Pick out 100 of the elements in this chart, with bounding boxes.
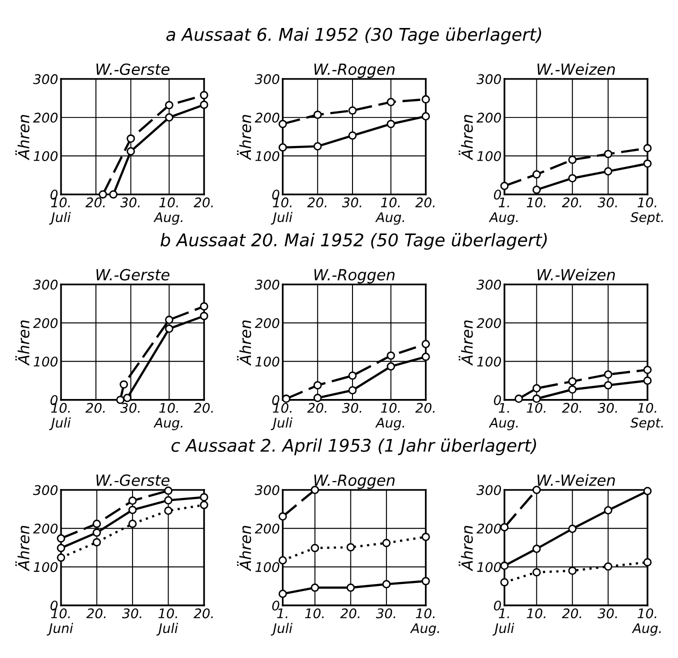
point (604, 370, 612, 379)
y-axis-title: Ähren (15, 114, 30, 160)
x-tick-label: 20. (85, 197, 105, 208)
point (200, 500, 208, 510)
point (386, 362, 396, 371)
x-tick-label: 20. (562, 197, 582, 208)
point (532, 384, 541, 393)
x-tick-label: 20. (340, 608, 360, 618)
text: a Aussaat 6. Mai 1952 (30 Tage überlagert) (166, 28, 542, 44)
text: b Aussaat 20. Mai 1952 (50 Tage überlagert) (160, 233, 547, 250)
point (164, 496, 172, 504)
point (604, 562, 612, 571)
point (56, 544, 66, 552)
x-tick-label: 20. (194, 402, 213, 413)
point (165, 100, 174, 110)
y-tick-label: 100 (255, 562, 280, 572)
y-tick-label: 100 (34, 356, 58, 367)
point (200, 312, 208, 320)
x-tick-label: 30. (342, 197, 362, 208)
x-tick-label: 20. (415, 197, 435, 208)
point (568, 524, 577, 533)
x-tick-label: 10. Aug. (410, 608, 439, 636)
point (643, 558, 652, 566)
x-tick-label: 20. (194, 197, 213, 208)
x-tick-label: 10. Juni (46, 608, 74, 636)
y-tick-label: 300 (33, 280, 58, 290)
point (532, 486, 541, 494)
x-tick-label: 10. Aug. (375, 197, 404, 225)
y-tick-label: 300 (33, 485, 58, 496)
x-tick-label: 30. (376, 608, 396, 618)
x-tick-label: 20. (307, 197, 326, 208)
y-tick-label: 200 (254, 112, 280, 123)
point (643, 159, 652, 168)
point (604, 506, 612, 514)
point (310, 583, 320, 592)
point (532, 170, 541, 179)
chart-title: W.-Gerste (96, 268, 170, 280)
point (92, 520, 101, 528)
point (165, 324, 174, 333)
x-tick-label: 20. (307, 402, 326, 413)
x-tick-label: 30. (598, 402, 617, 413)
x-tick-label: 10. Sept. (630, 197, 663, 225)
x-tick-label: 10. Juli (156, 608, 178, 636)
y-tick-label: 100 (255, 151, 280, 162)
point (500, 182, 509, 190)
point (514, 394, 523, 403)
y-axis-title: Ähren (15, 320, 30, 366)
point (532, 544, 541, 553)
point (386, 351, 396, 360)
x-tick-label: 10. (526, 402, 546, 413)
x-tick-label: 30. (122, 608, 142, 618)
y-tick-label: 100 (477, 562, 502, 572)
x-tick-label: 20. (562, 608, 582, 618)
x-tick-label: 10. Aug. (375, 402, 404, 430)
point (348, 371, 357, 380)
point (568, 385, 577, 394)
y-tick-label: 200 (476, 318, 502, 328)
point (164, 486, 172, 495)
y-tick-label: 100 (477, 356, 502, 367)
point (348, 386, 357, 394)
point (568, 377, 577, 386)
chart-title: W.-Weizen (538, 474, 615, 486)
point (128, 520, 137, 528)
point (92, 538, 101, 546)
point (604, 150, 612, 158)
point (120, 380, 128, 389)
point (386, 120, 396, 128)
x-tick-label: 30. (342, 402, 362, 413)
point (604, 381, 612, 390)
y-tick-label: 200 (476, 524, 502, 534)
y-tick-label: 300 (254, 74, 280, 84)
point (348, 106, 357, 115)
y-tick-label: 300 (254, 485, 280, 496)
point (282, 394, 290, 403)
x-tick-label: 10. Aug. (632, 608, 661, 636)
y-axis-title: Ähren (458, 526, 473, 572)
point (278, 143, 287, 152)
x-tick-label: 20. (86, 608, 106, 618)
point (568, 156, 577, 164)
x-tick-label: 10. (526, 608, 546, 618)
x-tick-label: 30. (598, 608, 617, 618)
chart-title: W.-Roggen (314, 64, 395, 78)
point (109, 190, 118, 199)
y-tick-label: 100 (477, 151, 502, 162)
chart-title: W.-Gerste (96, 63, 170, 76)
chart-title: W.-Weizen (538, 268, 615, 280)
x-tick-label: 30. (120, 402, 140, 413)
point (56, 553, 66, 562)
x-tick-label: 20. (85, 402, 105, 413)
point (278, 512, 287, 521)
y-tick-label: 0 (494, 600, 502, 611)
text: c Aussaat 2. April 1953 (1 Jahr überlagert) (172, 438, 536, 456)
point (313, 381, 322, 390)
y-tick-label: 200 (33, 318, 58, 328)
point (128, 506, 137, 514)
point (313, 110, 322, 119)
y-axis-title: Ähren (237, 114, 252, 160)
y-tick-label: 300 (476, 74, 502, 84)
point (200, 90, 208, 100)
point (386, 98, 396, 106)
